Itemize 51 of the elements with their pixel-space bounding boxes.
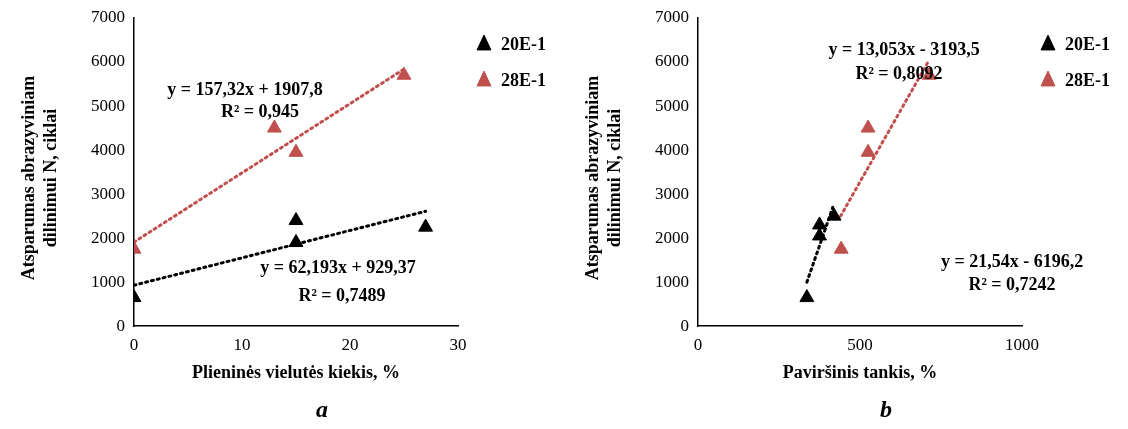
x-tick-label: 500 [847,334,873,354]
x-tick-label: 0 [693,334,703,354]
annotation: y = 21,54x - 6196,2 [940,250,1084,271]
annotation: y = 13,053x - 3193,5 [828,38,980,59]
y-tick-label: 4000 [91,139,125,159]
point [833,240,849,254]
x-axis-title: Plieninės vielutės kiekis, % [191,362,401,383]
legend-label: 28E-1 [501,69,546,90]
annotation: y = 62,193x + 929,37 [260,256,416,277]
text: a [316,395,328,422]
point [826,207,842,221]
x-tick-label: 20 [341,334,359,354]
y-axis-title: Atsparumas abrazyviniam dilinimui N, ciklai [17,74,61,283]
y-tick-label: 5000 [91,95,125,115]
y-tick-label: 2000 [91,227,125,247]
x-tick-label: 1000 [1005,334,1039,354]
point [860,119,876,133]
x-tick-label: 30 [449,334,467,354]
point [860,143,876,157]
y-tick-label: 0 [680,315,689,335]
y-tick-label: 3000 [91,183,125,203]
y-tick-label: 7000 [91,7,125,27]
y-tick-label: 6000 [91,51,125,71]
annotation: R² = 0,7489 [298,284,386,305]
point [288,234,304,248]
point [288,212,304,226]
point [812,227,827,241]
x-tick-label: 10 [233,334,251,354]
y-tick-label: 5000 [655,95,689,115]
legend-label: 28E-1 [1065,69,1110,90]
y-tick-label: 1000 [655,271,689,291]
y-tick-label: 2000 [655,227,689,247]
text: b [880,395,892,422]
y-tick-label: 0 [116,315,125,335]
y-tick-label: 3000 [655,183,689,203]
annotation: R² = 0,945 [220,100,300,121]
legend-label: 20E-1 [501,33,546,54]
y-axis-title: Atsparumas abrazyviniam dilinimui N, ciklai [581,74,625,283]
point [799,289,815,303]
y-tick-label: 7000 [655,7,689,27]
point [266,119,282,133]
annotation: y = 157,32x + 1907,8 [167,78,323,99]
point [812,216,827,230]
y-tick-label: 1000 [91,271,125,291]
point [288,143,304,157]
x-axis-title: Paviršinis tankis, % [782,362,938,383]
y-tick-label: 4000 [655,139,689,159]
legend-label: 20E-1 [1065,33,1110,54]
y-tick-label: 6000 [655,51,689,71]
annotation: R² = 0,7242 [968,273,1056,294]
x-tick-label: 0 [129,334,139,354]
